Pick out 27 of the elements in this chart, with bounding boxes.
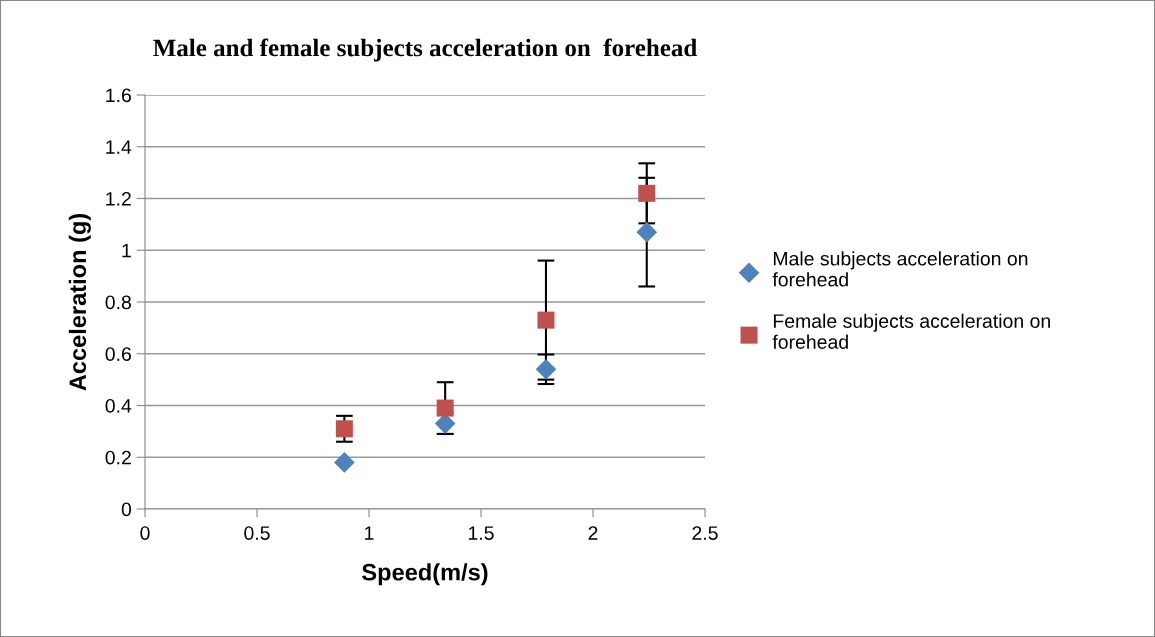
- point: [537, 311, 555, 329]
- point: [535, 358, 557, 380]
- point: [335, 420, 353, 438]
- x-axis-title: Speed(m/s): [362, 563, 488, 586]
- y-tick-label: 1: [122, 243, 131, 258]
- y-tick-label: 0: [121, 502, 132, 517]
- y-axis-title: Acceleration (g): [68, 213, 91, 391]
- y-tick-label: 0.2: [105, 450, 131, 465]
- legend-label: Male subjects acceleration on forehead: [772, 251, 1028, 287]
- y-tick-label: 0.8: [105, 295, 131, 310]
- point: [436, 399, 454, 417]
- x-tick-label: 1.5: [468, 526, 494, 540]
- point: [636, 221, 658, 243]
- point: [638, 184, 656, 202]
- y-tick-label: 1.4: [106, 140, 132, 154]
- chart-title: Male and female subjects acceleration on forehead: [153, 38, 698, 62]
- x-tick-label: 2.5: [692, 526, 718, 540]
- x-tick-label: 0: [140, 526, 150, 540]
- point: [334, 452, 355, 473]
- y-tick-label: 1.2: [106, 191, 131, 206]
- x-tick-label: 0.5: [244, 526, 270, 540]
- legend-label: Female subjects acceleration on forehead: [772, 313, 1050, 349]
- x-tick-label: 2: [588, 526, 598, 540]
- y-tick-label: 1.6: [106, 88, 131, 103]
- y-tick-label: 0.4: [105, 398, 132, 413]
- x-tick-label: 1: [365, 526, 374, 540]
- y-tick-label: 0.6: [105, 347, 131, 361]
